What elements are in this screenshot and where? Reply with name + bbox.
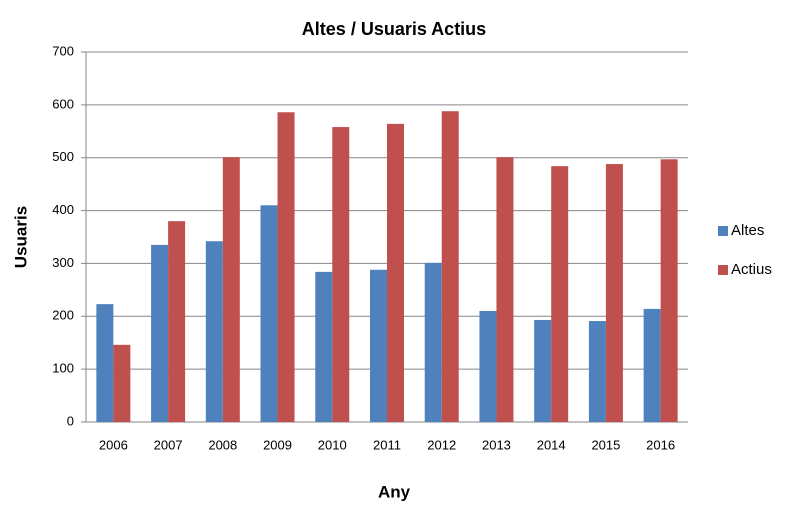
x-tick-label: 2009 (263, 437, 292, 452)
bar (496, 157, 514, 422)
legend-label: Actius (731, 261, 772, 278)
y-tick-label: 200 (52, 308, 74, 323)
legend-swatch (718, 226, 728, 236)
chart-title: Altes / Usuaris Actius (302, 19, 486, 39)
bar (387, 123, 404, 422)
bar (424, 262, 442, 422)
x-tick-label: 2010 (318, 437, 347, 452)
bar (315, 271, 333, 422)
x-tick-label: 2011 (373, 437, 401, 452)
x-tick-label: 2012 (427, 437, 456, 452)
bar (96, 304, 114, 422)
bar (168, 221, 186, 422)
x-tick-label: 2015 (591, 437, 620, 452)
y-tick-label: 100 (52, 361, 74, 376)
bar (551, 166, 569, 422)
legend-label: Altes (731, 222, 764, 239)
bar (277, 112, 295, 422)
y-tick-label: 500 (52, 149, 74, 164)
bar (441, 111, 459, 422)
y-tick-label: 300 (52, 255, 74, 270)
x-axis-title: Any (378, 482, 411, 501)
bar (588, 321, 606, 422)
bar (643, 308, 661, 422)
bar (370, 269, 387, 422)
bar (534, 319, 552, 422)
y-tick-label: 600 (52, 96, 74, 111)
y-tick-label: 400 (52, 202, 74, 217)
x-tick-label: 2008 (208, 437, 237, 452)
bar (332, 127, 350, 423)
bar (260, 205, 278, 422)
x-tick-label: 2013 (482, 437, 511, 452)
x-tick-label: 2016 (646, 437, 675, 452)
x-tick-label: 2014 (537, 437, 566, 452)
x-tick-label: 2006 (99, 437, 128, 452)
bar (205, 241, 223, 422)
legend-swatch (718, 265, 728, 275)
bar (113, 344, 131, 422)
y-axis-title: Usuaris (11, 206, 30, 268)
y-tick-label: 0 (67, 413, 74, 428)
y-tick-label: 700 (52, 43, 74, 58)
bar (660, 159, 678, 423)
bar (151, 244, 169, 422)
bar (222, 157, 240, 422)
bar (605, 164, 623, 423)
x-tick-label: 2007 (154, 437, 183, 452)
bar (479, 311, 497, 422)
